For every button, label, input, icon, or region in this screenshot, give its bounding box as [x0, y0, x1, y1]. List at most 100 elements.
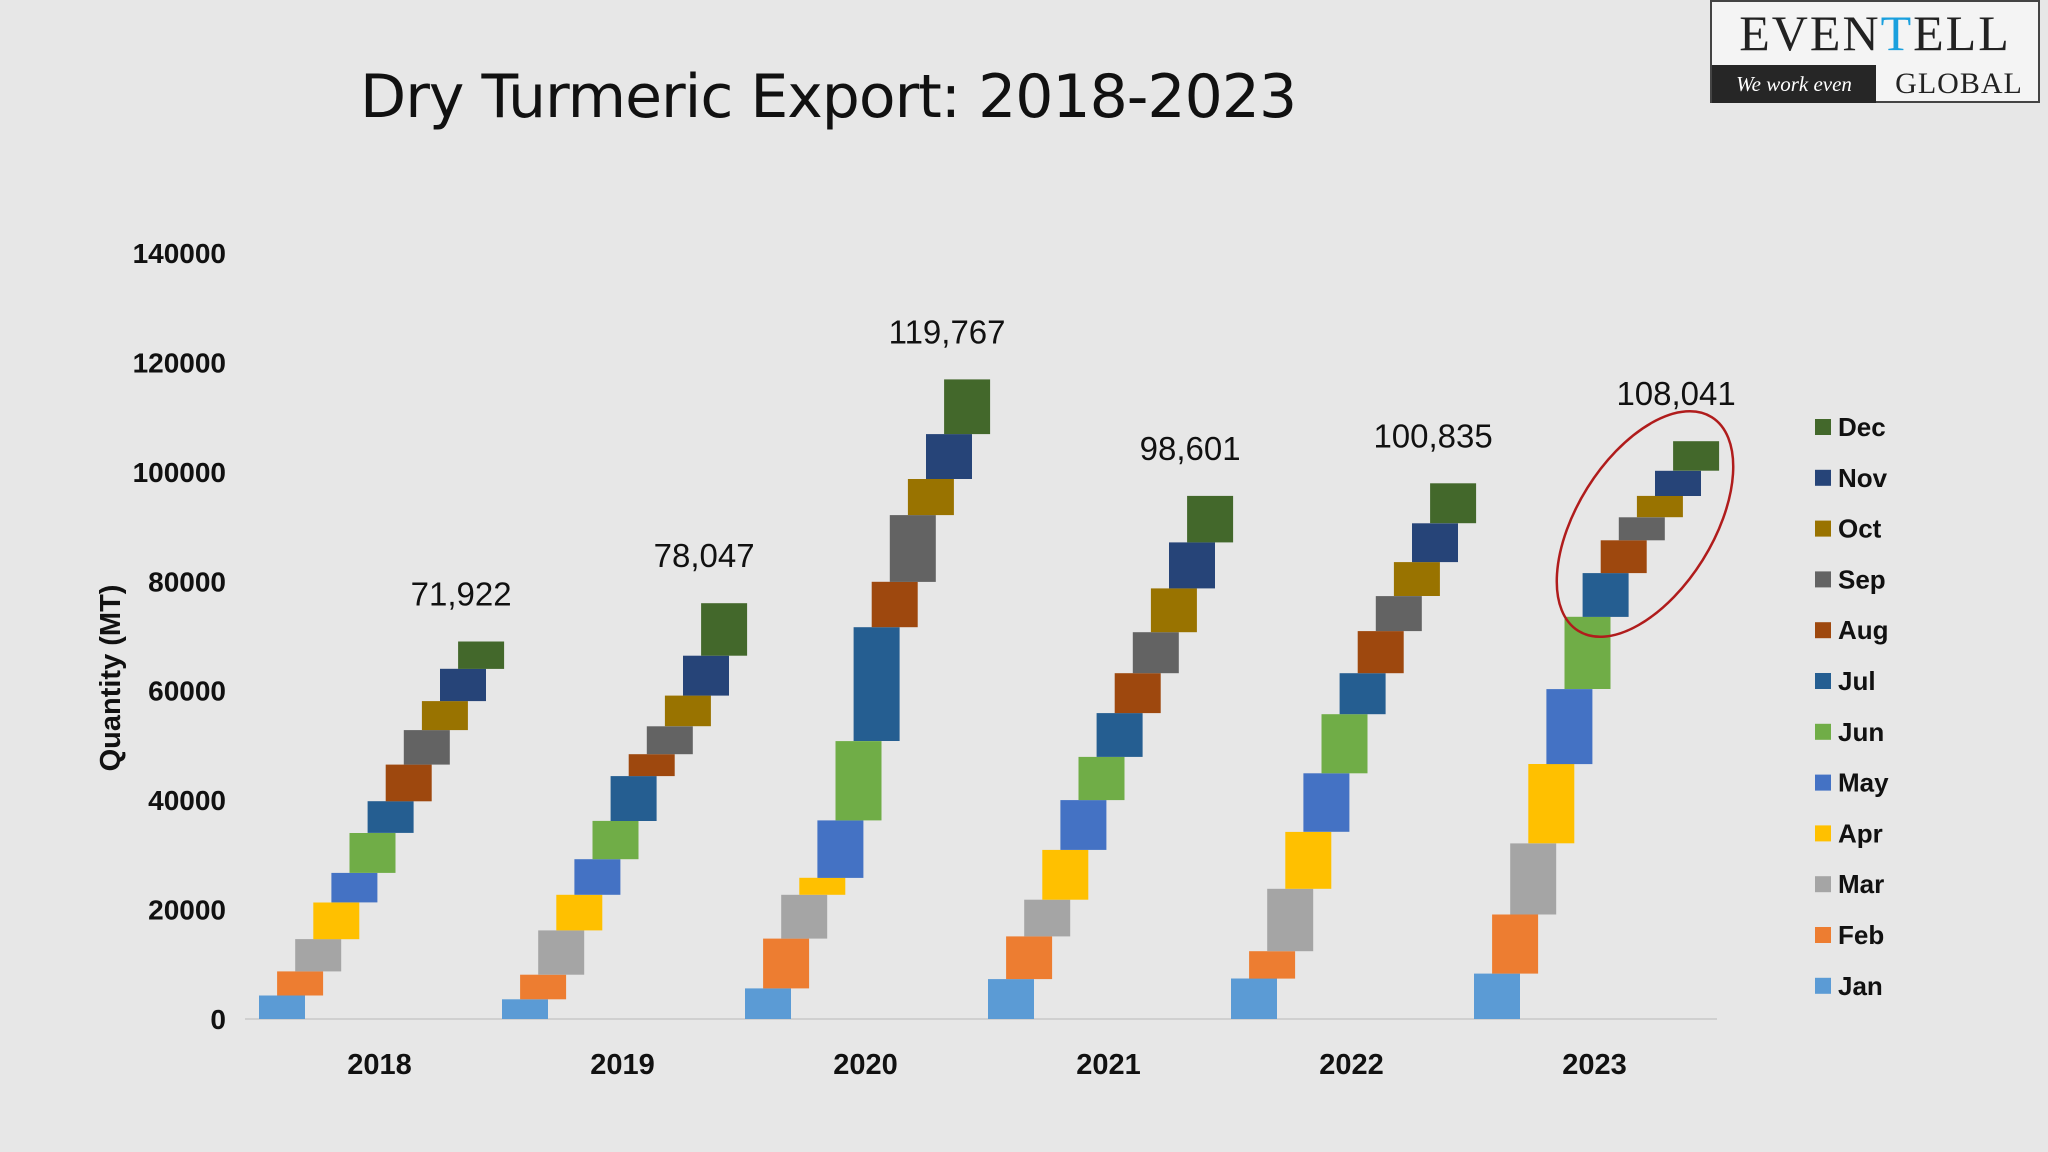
bar-segment-jul-2019	[610, 776, 657, 821]
logo-suffix: GLOBAL	[1895, 67, 2023, 100]
bar-segment-jul-2021	[1096, 713, 1143, 757]
legend-label-may: May	[1838, 768, 1889, 798]
bar-segment-jun-2019	[592, 820, 639, 860]
bar-segment-sep-2018	[403, 730, 450, 765]
bar-segment-may-2019	[574, 859, 621, 895]
legend-label-jun: Jun	[1838, 717, 1884, 747]
bar-segment-jun-2022	[1321, 714, 1368, 774]
bar-segment-apr-2023	[1528, 764, 1575, 844]
y-axis-ticks: 0 20000 40000 60000 80000 100000 120000 140000	[133, 238, 226, 1035]
legend-swatch-may	[1815, 774, 1831, 791]
bar-segment-oct-2023	[1636, 495, 1683, 518]
total-label-2022: 100,835	[1373, 417, 1492, 454]
eventell-logo: EVENTELL We work even GLOBAL	[1710, 0, 2040, 103]
bar-segment-apr-2019	[556, 894, 603, 931]
bar-segment-sep-2020	[889, 515, 936, 582]
y-axis-label: Quantity (MT)	[95, 585, 127, 772]
bar-segment-dec-2019	[701, 603, 748, 656]
bar-segment-jul-2020	[853, 627, 900, 741]
bar-segment-dec-2020	[944, 379, 991, 435]
bar-segment-feb-2021	[1006, 936, 1053, 980]
bar-segment-jan-2019	[502, 999, 548, 1019]
x-tick-label: 2021	[1076, 1049, 1141, 1081]
bar-segment-aug-2018	[385, 764, 432, 802]
bar-segment-oct-2022	[1393, 562, 1440, 596]
legend-label-sep: Sep	[1838, 564, 1886, 594]
legend-swatch-sep	[1815, 571, 1831, 588]
x-tick-label: 2022	[1319, 1049, 1384, 1081]
legend-swatch-jul	[1815, 673, 1831, 689]
page-title: Dry Turmeric Export: 2018-2023	[360, 62, 1297, 132]
bar-segment-oct-2021	[1150, 588, 1197, 633]
total-label-2019: 78,047	[654, 537, 755, 574]
legend-swatch-mar	[1815, 876, 1831, 893]
y-tick-label: 100000	[133, 457, 226, 488]
bar-segment-sep-2021	[1132, 632, 1179, 674]
bar-segment-feb-2023	[1492, 914, 1539, 974]
bar-segment-jan-2023	[1474, 973, 1520, 1019]
legend-label-mar: Mar	[1838, 869, 1884, 899]
legend-swatch-feb	[1815, 927, 1831, 943]
bar-segment-may-2022	[1303, 773, 1350, 832]
bar-segment-dec-2022	[1430, 483, 1477, 524]
bar-segment-apr-2020	[799, 877, 846, 895]
bar-segment-may-2018	[331, 872, 378, 903]
bar-segment-feb-2020	[763, 938, 810, 989]
legend-label-aug: Aug	[1838, 615, 1889, 645]
bar-segment-mar-2023	[1510, 843, 1557, 915]
legend-swatch-aug	[1815, 622, 1831, 639]
bar-segment-sep-2019	[646, 726, 693, 755]
bar-segment-may-2023	[1546, 689, 1593, 765]
bar-segment-aug-2021	[1114, 673, 1161, 714]
legend-label-oct: Oct	[1838, 514, 1882, 544]
bar-segment-jul-2023	[1582, 573, 1629, 617]
chart-bars	[259, 379, 1720, 1019]
bar-segment-mar-2020	[781, 894, 828, 939]
total-label-2021: 98,601	[1140, 430, 1241, 467]
bar-segment-jun-2020	[835, 741, 882, 821]
y-tick-label: 0	[210, 1004, 226, 1035]
y-tick-label: 80000	[148, 566, 226, 597]
legend-label-dec: Dec	[1838, 412, 1886, 442]
bar-segment-mar-2022	[1267, 888, 1314, 952]
bar-segment-may-2021	[1060, 800, 1107, 850]
total-label-2020: 119,767	[889, 313, 1006, 350]
bar-segment-may-2020	[817, 820, 864, 878]
bar-segment-nov-2019	[683, 655, 729, 696]
x-tick-label: 2019	[590, 1049, 655, 1081]
bar-segment-nov-2023	[1655, 470, 1701, 496]
bar-segment-oct-2018	[421, 701, 468, 731]
legend-label-jul: Jul	[1838, 666, 1876, 696]
chart-legend: Dec Nov Oct Sep Aug Jul Jun May Apr Mar Feb Jan	[1815, 412, 1889, 1001]
legend-swatch-nov	[1815, 469, 1831, 486]
bar-segment-oct-2019	[664, 695, 711, 727]
y-tick-label: 60000	[148, 676, 226, 707]
highlight-ellipse	[1555, 409, 1735, 639]
bar-segment-aug-2019	[628, 754, 675, 777]
bar-segment-sep-2023	[1618, 517, 1665, 541]
bar-segment-nov-2018	[440, 668, 486, 702]
bar-segment-nov-2020	[926, 434, 972, 479]
legend-swatch-apr	[1815, 825, 1831, 842]
bar-segment-nov-2022	[1412, 523, 1458, 563]
bar-segment-jan-2018	[259, 995, 305, 1019]
bar-segment-jul-2022	[1339, 673, 1386, 715]
bar-segment-jan-2022	[1231, 978, 1277, 1019]
bar-segment-dec-2023	[1673, 441, 1720, 471]
bar-segment-feb-2022	[1249, 951, 1296, 979]
bar-segment-apr-2018	[313, 902, 360, 940]
x-tick-label: 2020	[833, 1049, 898, 1081]
bar-segment-apr-2021	[1042, 849, 1089, 900]
y-tick-label: 120000	[133, 347, 226, 378]
legend-label-apr: Apr	[1838, 818, 1883, 848]
bar-segment-nov-2021	[1169, 542, 1215, 589]
total-label-2018: 71,922	[411, 576, 512, 613]
bar-segment-dec-2018	[458, 641, 505, 669]
bar-segment-dec-2021	[1187, 495, 1234, 543]
total-labels: 71,922 78,047 119,767 98,601 100,835 108,041	[411, 313, 1736, 612]
bar-segment-mar-2018	[295, 939, 342, 972]
y-tick-label: 20000	[148, 895, 226, 926]
total-label-2023: 108,041	[1616, 375, 1735, 412]
legend-label-jan: Jan	[1838, 971, 1883, 1001]
bar-segment-sep-2022	[1375, 596, 1422, 632]
